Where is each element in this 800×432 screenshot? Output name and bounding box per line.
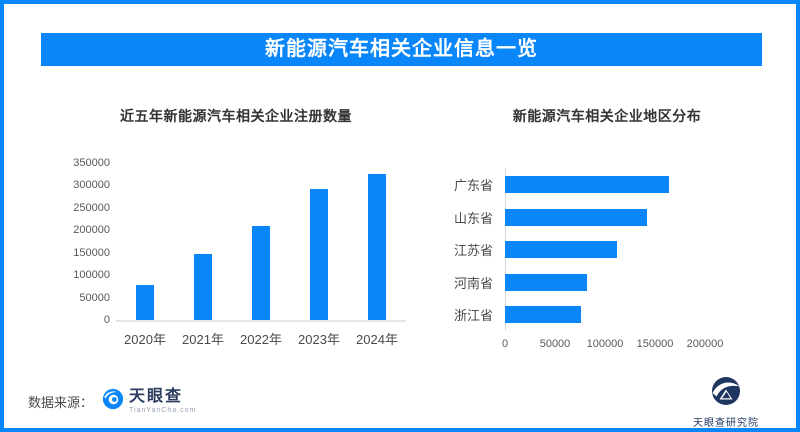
- region-label: 河南省: [453, 275, 493, 291]
- bar-2021年: [194, 253, 212, 320]
- tianyancha-logo: 天眼查 TianYanCha.com: [102, 388, 196, 415]
- y-axis-tick-label: 350000: [73, 157, 110, 169]
- bar-2024年: [368, 174, 386, 320]
- reg-x-labels: 2020年 2021年 2022年 2023年 2024年: [116, 329, 406, 348]
- x-axis-tick-label: 200000: [686, 338, 724, 350]
- bar-浙江省: [505, 306, 581, 323]
- bar-江苏省: [505, 241, 617, 258]
- regions-chart-title: 新能源汽车相关企业地区分布: [512, 108, 702, 124]
- research-institute-logo: 天眼查研究院: [680, 376, 772, 429]
- x-axis-label: 2022年: [240, 332, 282, 347]
- x-axis-label: 2021年: [182, 332, 224, 347]
- bar-河南省: [505, 273, 587, 291]
- y-axis-tick-label: 150000: [73, 246, 110, 259]
- page-title: 新能源汽车相关企业信息一览: [41, 33, 762, 66]
- x-axis-tick-label: 100000: [586, 338, 624, 350]
- x-axis-label: 2020年: [124, 332, 166, 347]
- research-institute-name: 天眼查研究院: [693, 418, 759, 429]
- y-axis-tick-label: 250000: [73, 201, 110, 214]
- bar-2020年: [136, 285, 154, 320]
- x-axis-tick-label: 50000: [539, 338, 571, 350]
- registrations-chart-title: 近五年新能源汽车相关企业注册数量: [120, 108, 352, 124]
- region-label: 山东省: [453, 210, 493, 226]
- y-axis-tick-label: 0: [103, 314, 110, 326]
- region-rows: 广东省山东省江苏省河南省浙江省: [440, 176, 774, 323]
- region-row: 江苏省: [440, 241, 774, 258]
- region-label: 广东省: [453, 178, 493, 193]
- region-x-axis: 0 50000 100000 150000 200000: [440, 338, 774, 352]
- y-axis-tick-label: 50000: [79, 291, 110, 304]
- y-axis-tick-label: 300000: [73, 179, 110, 192]
- reg-plot: [116, 163, 406, 322]
- tianyancha-domain: TianYanCha.com: [129, 407, 197, 414]
- bar-2022年: [252, 225, 270, 320]
- data-source-label: 数据来源：: [28, 395, 94, 410]
- region-row: 山东省: [440, 208, 774, 226]
- tianyancha-eye-icon: [102, 388, 124, 415]
- registrations-chart: 近五年新能源汽车相关企业注册数量 0 50000 100000 150000 20000…: [62, 100, 410, 360]
- research-institute-icon: [711, 376, 741, 411]
- x-axis-tick-label: 150000: [636, 338, 674, 350]
- reg-y-axis: 0 50000 100000 150000 200000 250000 300000 3500…: [62, 157, 110, 326]
- region-row: 广东省: [440, 176, 774, 193]
- x-axis-tick-label: 0: [501, 338, 509, 350]
- tianyancha-wordmark: 天眼查 TianYanCha.com: [129, 388, 197, 415]
- region-label: 浙江省: [453, 308, 493, 323]
- bar-2023年: [310, 189, 328, 320]
- tianyancha-name: 天眼查: [129, 388, 184, 405]
- x-axis-label: 2023年: [298, 332, 340, 347]
- bar-广东省: [505, 176, 669, 193]
- region-label: 江苏省: [453, 243, 493, 258]
- region-row: 浙江省: [440, 306, 774, 323]
- data-source: 数据来源： 天眼查 TianYanCha.com: [28, 388, 196, 415]
- bar-山东省: [505, 208, 647, 226]
- y-axis-tick-label: 200000: [73, 224, 110, 237]
- regions-chart: 新能源汽车相关企业地区分布 广东省山东省江苏省河南省浙江省 0 50000 1000…: [440, 100, 774, 360]
- region-row: 河南省: [440, 273, 774, 291]
- x-axis-label: 2024年: [356, 332, 398, 347]
- y-axis-tick-label: 100000: [73, 269, 110, 282]
